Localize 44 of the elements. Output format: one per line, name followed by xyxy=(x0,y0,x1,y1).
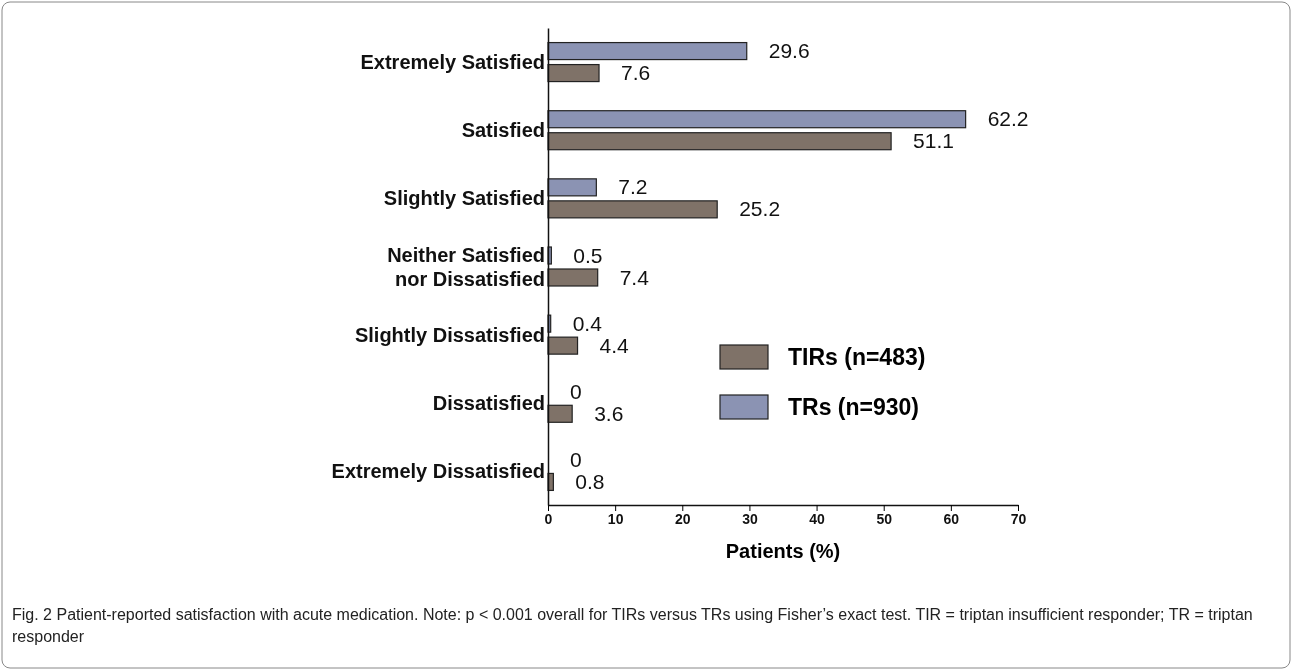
x-tick-label: 60 xyxy=(943,510,960,527)
x-tick-label: 0 xyxy=(544,510,553,527)
bar xyxy=(547,110,967,129)
data-label: 51.1 xyxy=(913,129,954,153)
data-label: 7.4 xyxy=(619,265,650,289)
data-label: 29.6 xyxy=(768,39,810,63)
x-tick-label: 10 xyxy=(607,510,624,527)
data-label: 0.4 xyxy=(572,311,603,335)
bar xyxy=(547,132,892,151)
data-label: 0 xyxy=(570,447,582,471)
y-tick-label: Dissatisfied xyxy=(432,391,545,414)
x-tick-label: 70 xyxy=(1010,510,1027,527)
data-label: 4.4 xyxy=(599,333,630,357)
x-tick-label: 40 xyxy=(809,510,826,527)
data-label: 25.2 xyxy=(739,197,781,221)
bar xyxy=(547,336,579,355)
bar xyxy=(547,404,573,423)
bar xyxy=(547,178,597,197)
y-tick-label: Slightly Dissatisfied xyxy=(354,323,545,346)
data-label: 7.2 xyxy=(618,175,648,199)
legend-label: TIRs (n=483) xyxy=(788,344,926,370)
y-tick-label: Satisfied xyxy=(461,119,545,142)
y-tick-label: Neither Satisfied nor Dissatisfied xyxy=(387,243,545,290)
data-label: 3.6 xyxy=(594,401,624,425)
data-label: 7.6 xyxy=(621,61,651,85)
x-tick-label: 20 xyxy=(675,510,691,527)
legend-label: TRs (n=930) xyxy=(788,394,920,420)
x-axis-title: Patients (%) xyxy=(725,540,841,562)
data-label: 0 xyxy=(570,379,582,403)
bar xyxy=(547,472,554,492)
data-label: 0.8 xyxy=(575,469,605,493)
bar xyxy=(547,63,600,83)
x-tick-label: 30 xyxy=(742,510,758,527)
data-label: 62.2 xyxy=(987,107,1029,131)
caption: Fig. 2 Patient-reported satisfaction with acute medication. Note: p < 0.001 overall for TIRs versus TRs using Fisher’s exact test. TIR = triptan insufficient responder; TR = triptan responder xyxy=(12,605,1254,647)
x-tick-label: 50 xyxy=(876,510,893,527)
bar xyxy=(547,41,748,61)
y-tick-label: Extremely Dissatisfied xyxy=(331,459,545,482)
bar xyxy=(547,268,599,287)
y-tick-label: Extremely Satisfied xyxy=(360,51,545,74)
y-tick-label: Slightly Satisfied xyxy=(383,187,545,210)
bar xyxy=(547,200,718,219)
data-label: 0.5 xyxy=(573,243,603,267)
bar xyxy=(547,246,552,265)
